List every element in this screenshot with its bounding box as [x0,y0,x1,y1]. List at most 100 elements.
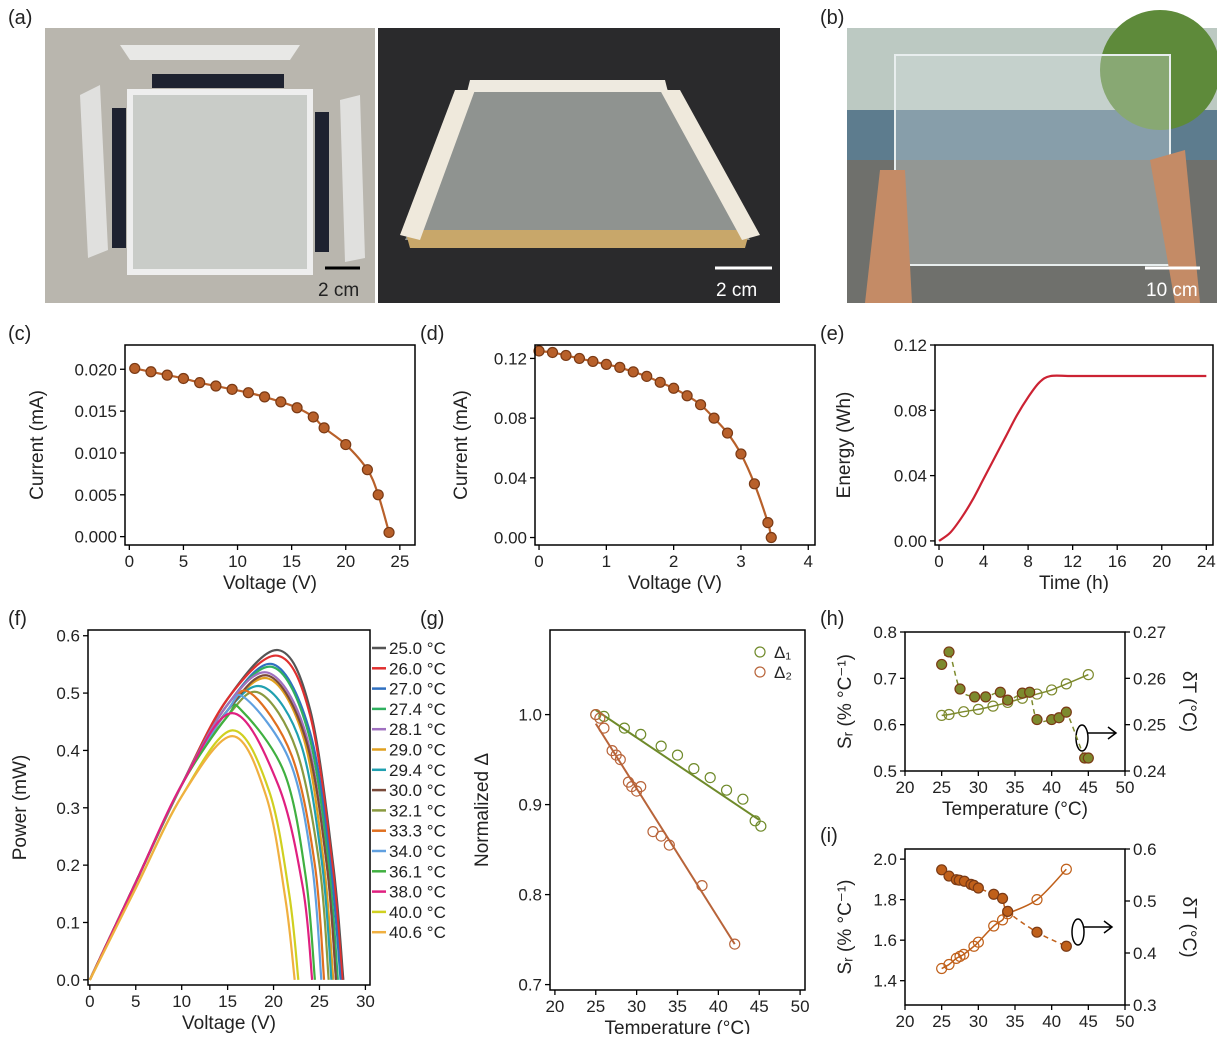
data-point [729,938,741,950]
y-axis-title: Current (mA) [27,390,48,500]
y-tick-label: 0.00 [894,532,927,551]
y-axis-title: Normalized Δ [472,753,493,867]
legend-label: 29.0 °C [389,741,446,760]
data-point [161,369,173,381]
x-tick-label: 3 [736,552,745,571]
x-tick-label: 0 [125,552,134,571]
data-point [681,390,693,402]
data-point [177,372,190,385]
x-tick-label: 45 [750,997,769,1016]
data-point [1060,863,1072,875]
x-tick-label: 25 [932,1012,951,1031]
x-tick-label: 20 [1152,552,1171,571]
data-point [546,346,559,359]
plot-frame [124,344,416,546]
data-point [618,722,630,734]
series-line [88,729,300,981]
legend-label: 38.0 °C [389,883,446,902]
data-point [735,448,747,460]
data-point [972,703,984,715]
data-point [1060,706,1072,718]
y2-tick-label: 0.3 [1133,996,1157,1015]
data-point [1002,905,1014,918]
data-point [258,391,271,403]
x-tick-label: 5 [179,552,188,571]
y-tick-label: 1.8 [873,891,897,910]
reflector [467,80,668,92]
y-tick-label: 0.08 [894,401,927,420]
x-tick-label: 20 [264,992,283,1011]
arm [865,170,912,303]
legend-label: 26.0 °C [389,659,446,678]
y2-tick-label: 0.27 [1133,623,1166,642]
axis-arrow-icon [1071,724,1118,946]
y-tick-label: 1.4 [873,972,897,991]
data-point [936,658,948,671]
y-tick-label: 0.4 [56,741,80,760]
data-point [1082,669,1094,681]
panel-label: (f) [8,608,27,630]
arm [1150,150,1200,303]
x-axis-title: Time (h) [1039,573,1109,594]
data-point [671,749,684,761]
x-tick-label: 50 [1116,1012,1135,1031]
data-point [755,820,767,832]
data-point [129,362,141,375]
photo-a: (a) 2 cm 2 cm [8,7,780,303]
x-tick-label: 50 [791,997,810,1016]
x-tick-label: 5 [131,992,140,1011]
y2-tick-label: 0.25 [1133,716,1166,735]
data-point [210,380,222,392]
data-point [383,526,395,539]
data-point [1060,678,1072,690]
series-line [88,734,296,981]
data-point [361,464,373,476]
data-point [688,762,700,775]
legend-label: 33.3 °C [389,822,446,841]
y2-tick-label: 0.26 [1133,669,1166,688]
panel-label: (a) [8,7,32,29]
legend-label: 36.1 °C [389,862,446,881]
tree [1100,10,1217,130]
data-point [987,700,999,712]
data-point [1031,894,1043,906]
plot-frame [87,629,371,986]
data-point [988,920,1000,932]
legend-swatch [754,666,766,678]
data-point [737,793,749,805]
frame-edge [405,230,750,248]
x-tick-label: 50 [1116,778,1135,797]
y2-tick-label: 0.24 [1133,762,1166,781]
glass-plate [127,89,313,275]
data-point [340,438,352,451]
x-tick-label: 25 [932,778,951,797]
data-point [145,366,157,378]
y-tick-label: 0.015 [74,402,117,421]
data-point [654,376,666,388]
panel-label: (c) [8,323,31,345]
y-tick-label: 0.1 [56,913,80,932]
data-point [668,382,680,394]
x-tick-label: 25 [310,992,329,1011]
y-tick-label: 0.04 [494,469,527,488]
data-point [972,882,984,894]
legend-label: 30.0 °C [389,781,446,800]
data-point [587,355,599,368]
x-tick-label: 40 [709,997,728,1016]
x-axis-title: Voltage (V) [182,1013,276,1034]
series-line [88,665,339,981]
legend-label: 29.4 °C [389,761,446,780]
legend-label: Δ₁ [774,643,791,662]
x-tick-label: 20 [896,778,915,797]
y-tick-label: 0.5 [873,762,897,781]
x-tick-label: 0 [534,552,543,571]
panel-label: (h) [820,608,844,630]
data-point [291,402,303,414]
glass-plate [894,54,1171,266]
plot-frame [549,629,806,991]
data-point [936,709,948,722]
y-tick-label: 0.6 [873,716,897,735]
data-point [242,387,254,399]
reflector [80,85,108,258]
y-tick-label: 0.8 [518,886,542,905]
